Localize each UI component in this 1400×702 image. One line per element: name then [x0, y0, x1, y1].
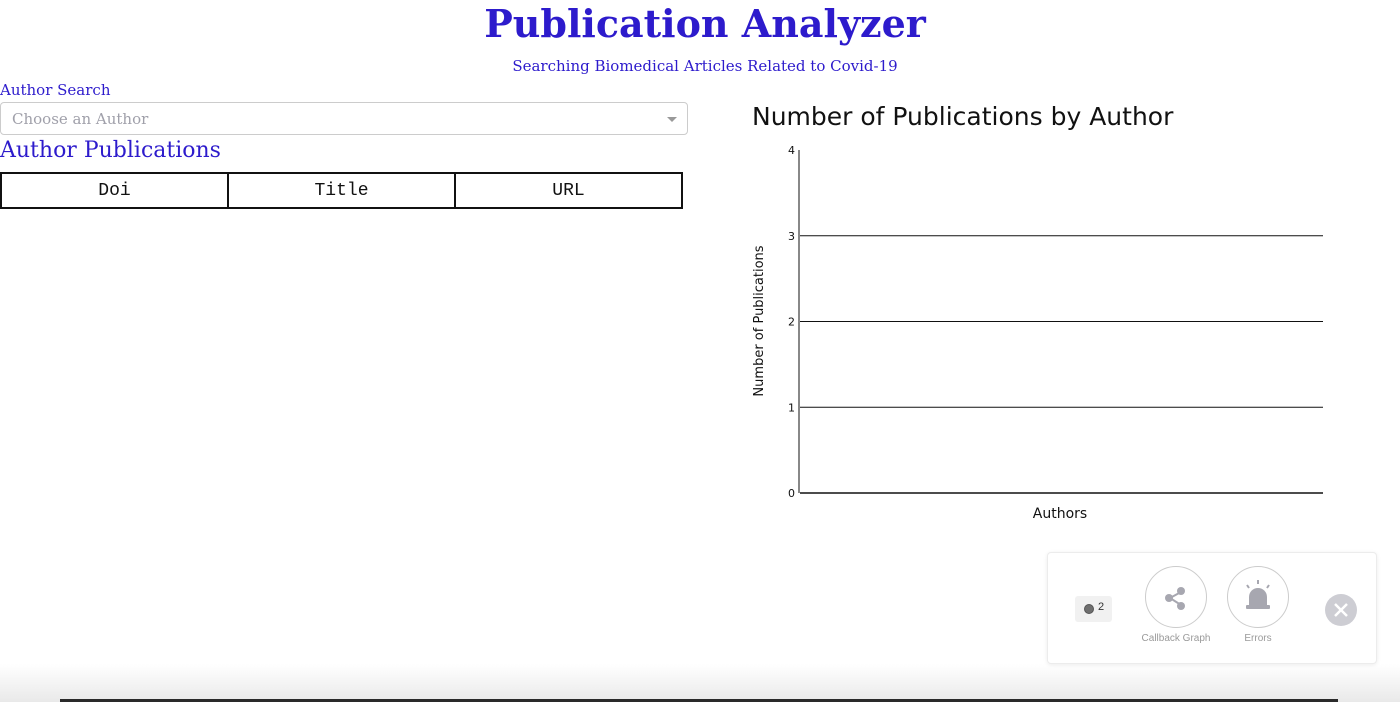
y-tick-label: 3: [788, 230, 795, 243]
errors-button[interactable]: [1227, 566, 1289, 628]
y-axis-label: Number of Publications: [752, 245, 767, 396]
callback-graph-button[interactable]: [1145, 566, 1207, 628]
column-header-url[interactable]: URL: [454, 172, 683, 209]
close-debug-button[interactable]: [1325, 594, 1357, 626]
y-tick-label: 4: [788, 144, 795, 157]
app-subtitle: Searching Biomedical Articles Related to…: [512, 57, 898, 75]
y-tick-label: 0: [788, 487, 795, 500]
dash-debug-menu: 2 Callback Graph Errors: [1047, 552, 1377, 664]
y-tick-label: 2: [788, 316, 795, 329]
y-tick-label: 1: [788, 401, 795, 414]
window-bottom-edge: [60, 699, 1338, 702]
share-graph-icon: [1165, 587, 1185, 610]
author-dropdown[interactable]: Choose an Author: [0, 102, 688, 135]
author-dropdown-placeholder: Choose an Author: [12, 110, 149, 128]
publications-table: Doi Title URL: [0, 172, 683, 209]
column-header-doi[interactable]: Doi: [0, 172, 229, 209]
app-title: Publication Analyzer: [484, 1, 926, 46]
callback-count: 2: [1098, 601, 1105, 613]
chart-title: Number of Publications by Author: [752, 102, 1174, 131]
column-header-title[interactable]: Title: [227, 172, 456, 209]
chart-gridlines: [800, 235, 1323, 494]
y-axis-ticks: 0 1 2 3 4: [788, 144, 795, 500]
status-dot-icon: [1084, 604, 1094, 614]
alarm-bell-icon: [1246, 580, 1270, 609]
publications-chart: Number of Publications by Author 0 1 2 3 4 A…: [752, 102, 1323, 522]
table-header-row: Doi Title URL: [0, 172, 683, 209]
callback-graph-label: Callback Graph: [1141, 633, 1211, 644]
callback-status-badge[interactable]: 2: [1075, 596, 1112, 622]
author-publications-heading: Author Publications: [0, 138, 221, 163]
chevron-down-icon[interactable]: [667, 117, 677, 122]
author-search-label: Author Search: [0, 81, 111, 99]
errors-label: Errors: [1244, 633, 1272, 644]
bottom-shadow: [0, 664, 1400, 702]
x-axis-label: Authors: [1033, 506, 1087, 522]
close-icon: [1334, 603, 1348, 617]
